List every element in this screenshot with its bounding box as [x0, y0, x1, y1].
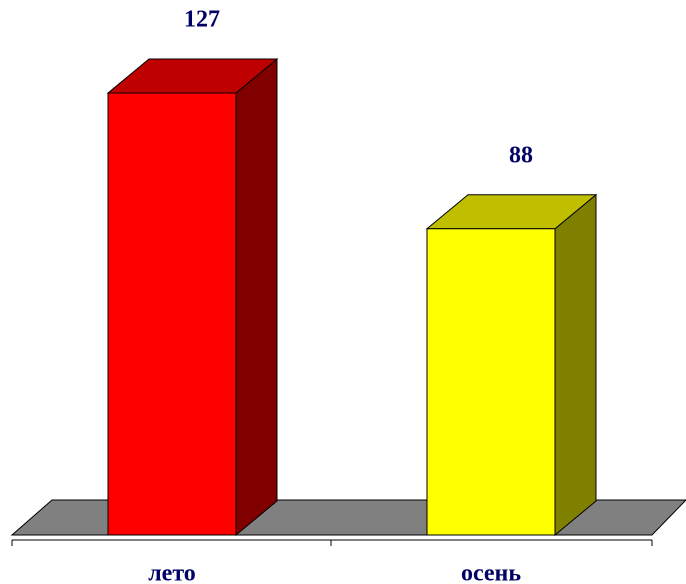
- bar-front: [426, 228, 556, 536]
- data-label: 88: [509, 142, 533, 168]
- bar-side: [554, 193, 597, 537]
- bar-front: [107, 92, 237, 536]
- bar: [106, 57, 279, 537]
- x-tick-label: осень: [461, 561, 521, 584]
- x-tick-label: лето: [148, 561, 196, 584]
- data-label: 127: [184, 7, 220, 33]
- bar: [425, 193, 598, 537]
- bar-side: [235, 57, 278, 537]
